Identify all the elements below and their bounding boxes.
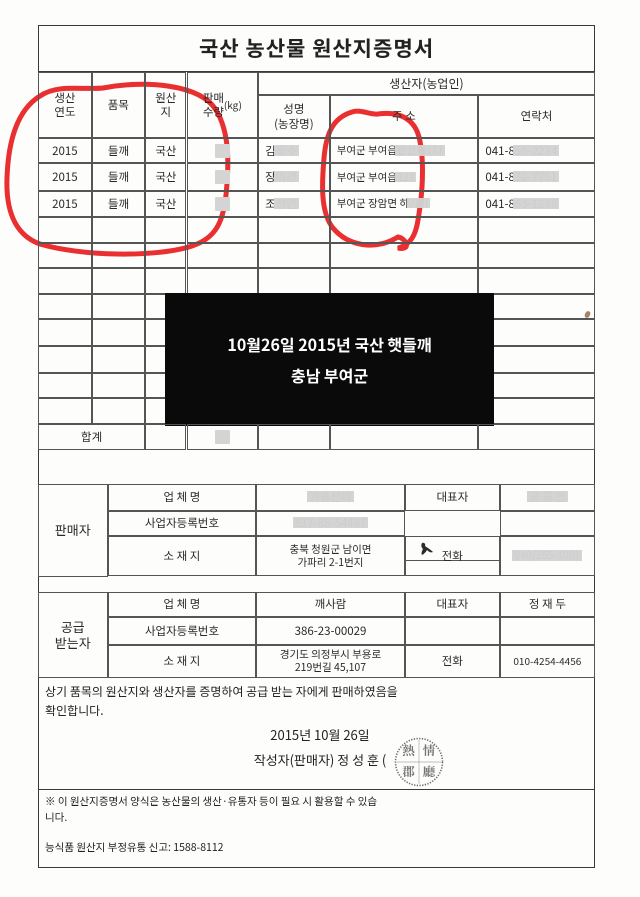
svg-text:熱: 熱 xyxy=(402,741,415,759)
svg-text:情: 情 xyxy=(423,741,436,759)
svg-text:郡: 郡 xyxy=(402,762,415,780)
svg-text:廳: 廳 xyxy=(423,762,436,780)
